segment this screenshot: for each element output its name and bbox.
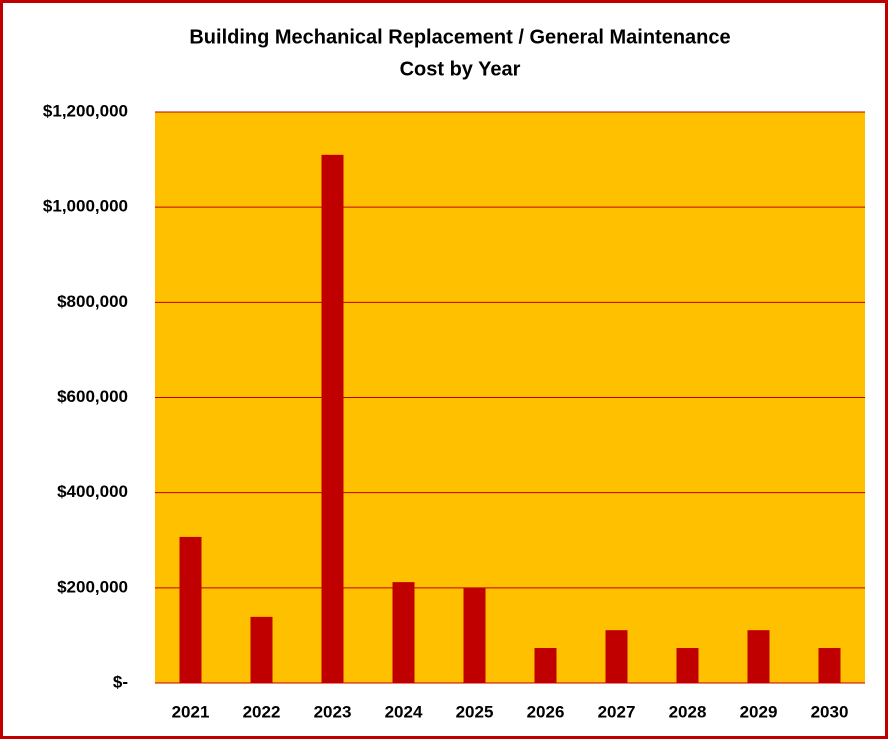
bar — [605, 630, 628, 683]
y-tick-label: $600,000 — [57, 387, 128, 406]
y-tick-label: $800,000 — [57, 292, 128, 311]
bar — [747, 630, 770, 683]
bar — [179, 536, 202, 683]
bar — [534, 648, 557, 683]
x-tick-label: 2023 — [314, 702, 352, 721]
x-tick-label: 2025 — [456, 702, 494, 721]
x-tick-label: 2030 — [811, 702, 849, 721]
y-tick-label: $1,200,000 — [43, 101, 128, 120]
chart-subtitle: Cost by Year — [400, 58, 521, 80]
bar — [676, 648, 699, 683]
bar — [392, 582, 415, 683]
bar — [250, 616, 273, 683]
bar — [321, 154, 344, 683]
x-tick-label: 2029 — [740, 702, 778, 721]
x-tick-label: 2022 — [243, 702, 281, 721]
x-tick-label: 2024 — [385, 702, 423, 721]
bar — [463, 587, 486, 683]
chart-title: Building Mechanical Replacement / Genera… — [189, 26, 730, 48]
bar — [818, 648, 841, 683]
y-tick-label: $200,000 — [57, 577, 128, 596]
y-tick-label: $- — [113, 672, 128, 691]
x-tick-label: 2028 — [669, 702, 707, 721]
x-tick-label: 2027 — [598, 702, 636, 721]
x-tick-label: 2021 — [172, 702, 210, 721]
x-tick-label: 2026 — [527, 702, 565, 721]
y-tick-label: $1,000,000 — [43, 197, 128, 216]
y-tick-label: $400,000 — [57, 482, 128, 501]
